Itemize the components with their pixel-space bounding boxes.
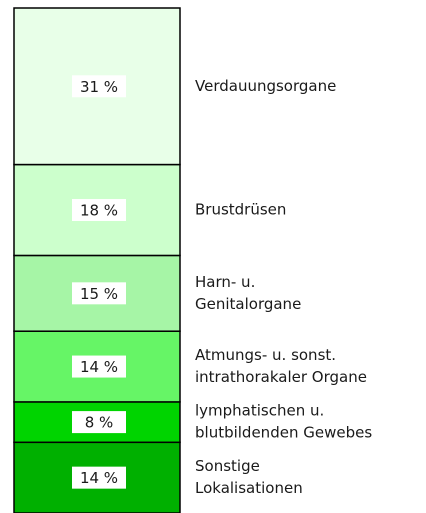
category-label: Atmungs- u. sonst. [195, 346, 336, 364]
value-label-bg [72, 355, 126, 378]
category-label: Genitalorgane [195, 295, 301, 313]
category-label: Lokalisationen [195, 479, 303, 497]
value-label-bg [72, 466, 126, 489]
category-label: Sonstige [195, 457, 260, 475]
segment [13, 401, 181, 444]
value-label: 8 % [85, 414, 114, 432]
category-label: Verdauungsorgane [195, 77, 336, 95]
value-label: 14 % [80, 358, 118, 376]
category-label: intrathorakaler Organe [195, 368, 367, 386]
value-label: 31 % [80, 78, 118, 96]
category-label: Brustdrüsen [195, 201, 286, 219]
value-label: 18 % [80, 202, 118, 220]
value-label: 14 % [80, 469, 118, 487]
value-label-bg [72, 282, 126, 305]
value-label-bg [72, 199, 126, 221]
value-label-bg [72, 75, 126, 98]
category-label: blutbildenden Gewebes [195, 424, 372, 442]
category-label: Harn- u. [195, 273, 255, 291]
value-label-bg [72, 411, 126, 434]
value-label: 15 % [80, 285, 118, 303]
category-label: lymphatischen u. [195, 402, 324, 420]
